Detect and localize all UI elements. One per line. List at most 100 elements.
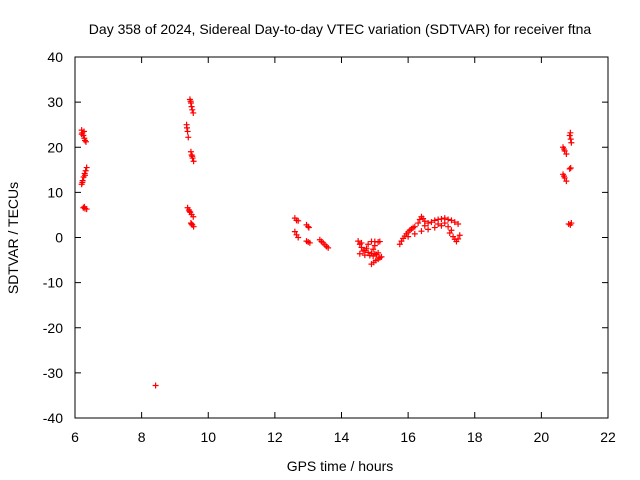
x-tick-label: 22 — [600, 429, 616, 445]
y-tick-label: 0 — [55, 230, 63, 246]
data-point — [187, 148, 194, 155]
data-point — [295, 217, 302, 224]
data-point — [438, 215, 445, 222]
plot-frame — [74, 56, 609, 419]
data-point — [566, 165, 573, 172]
data-point — [81, 203, 88, 210]
data-point — [566, 132, 573, 139]
data-point — [448, 227, 455, 234]
data-point — [455, 220, 462, 227]
data-point — [568, 139, 575, 146]
x-tick-label: 6 — [71, 429, 79, 445]
data-point — [448, 217, 455, 224]
data-point — [421, 222, 428, 229]
data-point — [190, 158, 197, 165]
data-point — [83, 164, 90, 171]
data-point — [561, 173, 568, 180]
data-point — [370, 253, 377, 260]
data-point — [306, 239, 313, 246]
data-point — [431, 224, 438, 231]
data-points — [78, 96, 575, 389]
data-point — [378, 253, 385, 260]
data-point — [428, 219, 435, 226]
data-point — [567, 136, 574, 143]
data-point — [358, 239, 365, 246]
data-point — [425, 220, 432, 227]
data-point — [431, 217, 438, 224]
data-point — [189, 153, 196, 160]
data-point — [373, 251, 380, 258]
y-tick-label: 30 — [47, 94, 63, 110]
data-point — [185, 134, 192, 141]
data-point — [291, 228, 298, 235]
data-point — [183, 124, 190, 131]
y-axis-label: SDTVAR / TECUs — [5, 182, 21, 294]
chart-title: Day 358 of 2024, Sidereal Day-to-day VTE… — [89, 21, 592, 37]
data-point — [563, 151, 570, 158]
data-point — [186, 208, 193, 215]
data-point — [405, 233, 412, 240]
x-tick-label: 14 — [334, 429, 350, 445]
data-point — [188, 220, 195, 227]
data-point — [568, 220, 575, 227]
data-point — [567, 165, 574, 172]
data-point — [81, 172, 88, 179]
data-point — [411, 223, 418, 230]
y-tick-label: -10 — [43, 275, 63, 291]
data-point — [360, 248, 367, 255]
data-point — [190, 213, 197, 220]
x-tick-label: 10 — [200, 429, 216, 445]
data-point — [441, 220, 448, 227]
data-point — [418, 228, 425, 235]
data-point — [425, 226, 432, 233]
y-tick-label: -40 — [43, 410, 63, 426]
data-point — [79, 179, 86, 186]
plot-border — [74, 56, 609, 419]
data-point — [365, 249, 372, 256]
y-axis: -40 -30 -20 -10 0 10 20 30 40 — [43, 49, 608, 426]
data-point — [456, 232, 463, 239]
data-point — [325, 244, 332, 251]
x-tick-label: 12 — [267, 429, 283, 445]
data-point — [189, 106, 196, 113]
x-axis: 6 8 10 12 14 16 18 20 22 — [71, 57, 616, 445]
data-point — [365, 241, 372, 248]
x-tick-label: 16 — [400, 429, 416, 445]
data-point — [567, 129, 574, 136]
y-tick-label: -20 — [43, 320, 63, 336]
data-point — [80, 128, 87, 135]
x-tick-label: 18 — [467, 429, 483, 445]
data-point — [561, 146, 568, 153]
data-point — [415, 220, 422, 227]
y-tick-label: -30 — [43, 365, 63, 381]
x-tick-label: 20 — [534, 429, 550, 445]
data-point — [82, 167, 89, 174]
data-point — [370, 246, 377, 253]
data-point — [451, 219, 458, 226]
data-point — [295, 234, 302, 241]
data-point — [190, 109, 197, 116]
data-point — [355, 238, 362, 245]
data-point — [411, 230, 418, 237]
data-point — [363, 245, 370, 252]
data-point — [82, 138, 89, 145]
data-point — [305, 223, 312, 230]
data-point — [188, 151, 195, 158]
data-point — [445, 216, 452, 223]
data-point — [376, 238, 383, 245]
data-point — [356, 250, 363, 257]
y-tick-label: 20 — [47, 139, 63, 155]
y-tick-label: 10 — [47, 184, 63, 200]
data-point — [396, 241, 403, 248]
data-point — [455, 235, 462, 242]
data-point — [563, 178, 570, 185]
data-point — [187, 98, 194, 105]
data-point — [188, 103, 195, 110]
x-axis-label: GPS time / hours — [287, 458, 394, 474]
y-tick-label: 40 — [47, 49, 63, 65]
data-point — [152, 382, 159, 389]
data-point — [438, 222, 445, 229]
data-point — [435, 220, 442, 227]
data-point — [81, 137, 88, 144]
